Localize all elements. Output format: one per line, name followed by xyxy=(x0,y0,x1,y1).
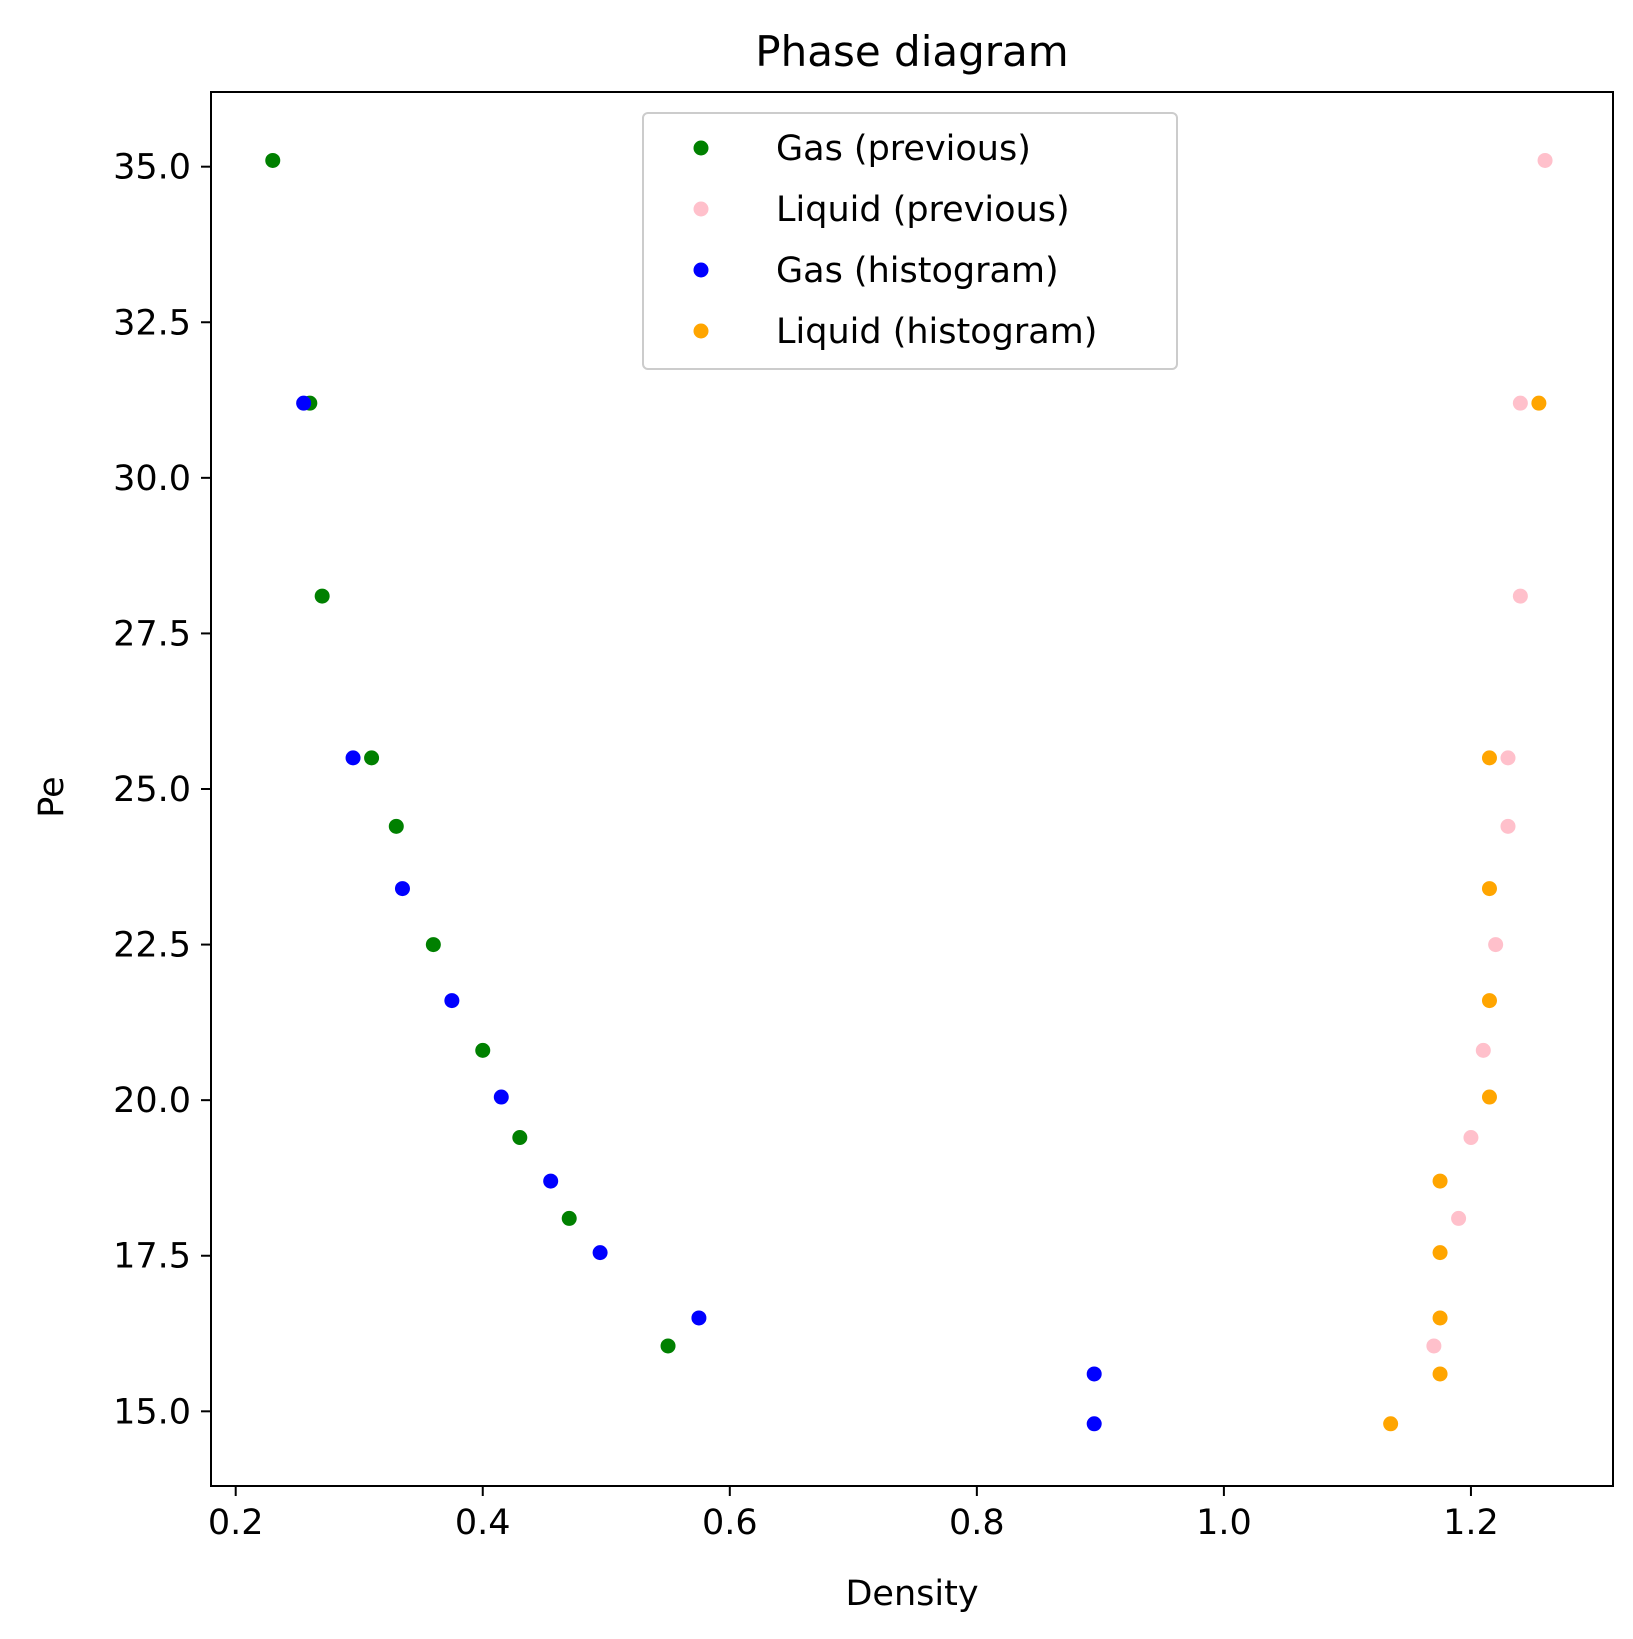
data-point xyxy=(265,152,281,168)
chart-title: Phase diagram xyxy=(755,27,1068,76)
x-tick-label: 1.2 xyxy=(1443,1503,1499,1543)
legend-marker xyxy=(693,201,709,217)
data-point xyxy=(1481,750,1497,766)
data-point xyxy=(388,818,404,834)
legend-marker xyxy=(693,140,709,156)
y-axis-label: Pe xyxy=(32,776,72,817)
data-point xyxy=(1488,937,1504,953)
y-tick-label: 17.5 xyxy=(113,1237,191,1277)
data-point xyxy=(1451,1210,1467,1226)
y-axis: 15.0 17.5 20.0 22.5 25.0 27.5 30.0 32.5 35.0 xyxy=(113,148,211,1432)
data-point xyxy=(1432,1310,1448,1326)
data-point xyxy=(592,1245,608,1261)
data-point xyxy=(493,1089,509,1105)
data-point xyxy=(425,937,441,953)
x-tick-label: 0.4 xyxy=(455,1503,511,1543)
data-point xyxy=(345,750,361,766)
data-point xyxy=(296,395,312,411)
y-tick-label: 27.5 xyxy=(113,614,191,654)
y-tick-label: 25.0 xyxy=(113,770,191,810)
data-point xyxy=(1537,152,1553,168)
x-tick-label: 1.0 xyxy=(1196,1503,1252,1543)
y-tick-label: 20.0 xyxy=(113,1081,191,1121)
y-tick-label: 30.0 xyxy=(113,459,191,499)
data-point xyxy=(1531,395,1547,411)
data-point xyxy=(1426,1338,1442,1354)
data-point xyxy=(1512,588,1528,604)
series-1 xyxy=(1426,152,1553,1354)
data-point xyxy=(1383,1416,1399,1432)
data-point xyxy=(314,588,330,604)
legend-label: Gas (previous) xyxy=(776,129,1031,169)
data-point xyxy=(1481,1089,1497,1105)
data-point xyxy=(660,1338,676,1354)
data-point xyxy=(1086,1416,1102,1432)
data-point xyxy=(1500,750,1516,766)
x-tick-label: 0.6 xyxy=(702,1503,758,1543)
data-point xyxy=(475,1042,491,1058)
legend-label: Liquid (histogram) xyxy=(776,312,1097,352)
data-point xyxy=(444,993,460,1009)
data-point xyxy=(691,1310,707,1326)
x-axis: 0.2 0.4 0.6 0.8 1.0 1.2 xyxy=(208,1486,1499,1543)
series-3 xyxy=(1383,395,1547,1432)
data-point xyxy=(1432,1245,1448,1261)
data-point xyxy=(1475,1042,1491,1058)
y-tick-label: 32.5 xyxy=(113,303,191,343)
x-tick-label: 0.8 xyxy=(949,1503,1005,1543)
data-point xyxy=(1086,1366,1102,1382)
data-point xyxy=(1512,395,1528,411)
data-point xyxy=(561,1210,577,1226)
data-point xyxy=(1500,818,1516,834)
data-point xyxy=(543,1173,559,1189)
data-point xyxy=(1432,1366,1448,1382)
legend-label: Liquid (previous) xyxy=(776,190,1070,230)
legend-marker xyxy=(693,262,709,278)
legend: Gas (previous) Liquid (previous) Gas (hist… xyxy=(642,112,1178,370)
data-point xyxy=(512,1130,528,1145)
x-tick-label: 0.2 xyxy=(208,1503,264,1543)
data-point xyxy=(394,881,410,897)
series-2 xyxy=(296,395,1102,1432)
data-point xyxy=(364,750,380,766)
data-point xyxy=(1432,1173,1448,1189)
legend-label: Gas (histogram) xyxy=(776,251,1059,291)
data-point xyxy=(1481,881,1497,897)
y-tick-label: 35.0 xyxy=(113,148,191,188)
y-tick-label: 22.5 xyxy=(113,926,191,966)
y-tick-label: 15.0 xyxy=(113,1392,191,1432)
data-point xyxy=(1463,1130,1479,1145)
legend-box xyxy=(642,112,1178,370)
data-point xyxy=(1481,993,1497,1009)
x-axis-label: Density xyxy=(845,1574,978,1614)
legend-marker xyxy=(693,323,709,339)
